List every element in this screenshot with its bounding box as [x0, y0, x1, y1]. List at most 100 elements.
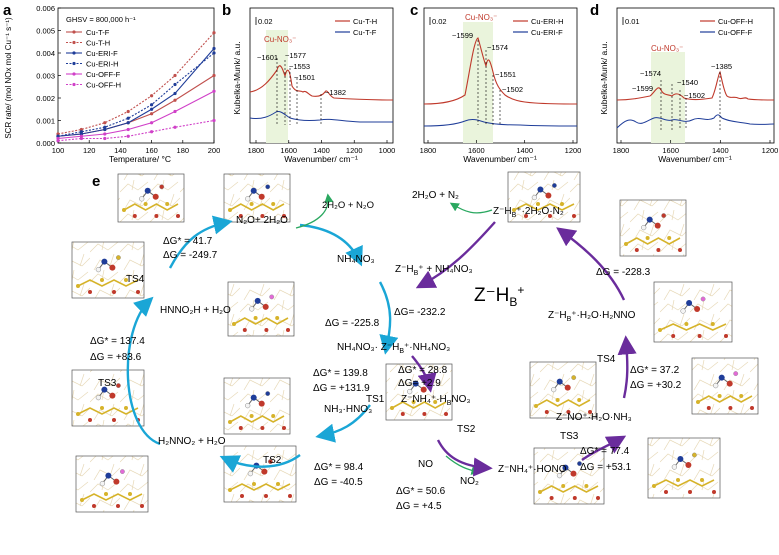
x-tick-label: 1400	[712, 146, 729, 155]
spectrum-cu-off-h	[616, 70, 775, 101]
y-tick-label-a: 0.006	[36, 4, 55, 13]
panel-letter-c: c	[410, 2, 418, 19]
energy-ts2-left-b: ΔG = -40.5	[314, 477, 363, 488]
data-point	[79, 127, 83, 132]
energy-ts3-left-b: ΔG = +83.6	[90, 352, 142, 363]
peak-label-c-4: ~1502	[502, 85, 523, 94]
arrow-purple-bottom-right	[581, 435, 627, 461]
x-tick-label-a: 200	[208, 146, 221, 155]
energy-ts4-left-a: ΔG* = 41.7	[163, 236, 213, 247]
peak-label-b-1: ~1601	[257, 53, 278, 62]
y-tick-label-a: 0.002	[36, 94, 55, 103]
spectrum-cu-t-h	[249, 65, 394, 101]
arrow-cyan-bottom-right	[315, 404, 371, 443]
energy-hb-a: ΔG* = 28.8	[398, 365, 448, 376]
energy-ts4-right-a: ΔG* = 37.2	[630, 365, 680, 376]
peak-label-b-3: ~1553	[289, 62, 310, 71]
scale-bar-b: 0.02	[258, 17, 273, 26]
cu-nitrate-tag-b: Cu-NO₃⁻	[264, 35, 296, 44]
legend-label-a: Cu-T-H	[86, 39, 110, 48]
legend-c-2: Cu-ERI-F	[531, 28, 563, 37]
arrow-cyan-bottom	[219, 454, 301, 473]
legend-marker-a	[72, 72, 76, 76]
scale-bar-d: 0.01	[625, 17, 640, 26]
panel-a: a 0.000 0.001 0.002 0.003 0.004 0.005 0.006 10…	[3, 2, 220, 164]
ts-labels: TS4 TS3 TS1 TS2 TS2 TS3 TS4	[98, 274, 616, 466]
label-no: NO	[418, 459, 433, 470]
molecule-snapshot	[117, 173, 185, 223]
data-point	[103, 121, 107, 125]
x-tick-label-a: 160	[145, 146, 158, 155]
label-z-nh4no3: NH₄NO₃· Z⁻HB⁺·NH₄NO₃	[337, 342, 450, 355]
species-labels: N₂O+ 2H₂O 2H₂O + N₂O NH₄NO₃ NH₄NO₃· Z⁻HB…	[158, 190, 636, 487]
x-axis-label-d: Wavenumber/ cm⁻¹	[658, 154, 732, 164]
data-point	[173, 82, 177, 87]
legend-marker-a	[72, 30, 76, 34]
panel-letter-e: e	[92, 173, 100, 190]
data-point	[150, 103, 154, 107]
energy-ts2-right-a: ΔG* = 50.6	[396, 486, 446, 497]
molecule-snapshot	[223, 173, 291, 223]
data-point	[79, 136, 83, 141]
data-point	[212, 89, 216, 93]
energy-ts3-right-a: ΔG* = 77.4	[580, 446, 630, 457]
molecule-snapshot	[75, 455, 149, 513]
molecule-snapshot	[227, 281, 295, 337]
x-tick-label: 1800	[613, 146, 630, 155]
arrow-purple-top-right	[556, 227, 626, 301]
x-tick-label: 1800	[248, 146, 265, 155]
molecule-snapshot	[223, 377, 291, 435]
x-axis-label-b: Wavenumber/ cm⁻¹	[284, 154, 358, 164]
arrow-cyan-top-left	[168, 215, 233, 269]
molecule-snapshot	[533, 447, 605, 505]
data-point	[212, 118, 216, 123]
panel-e: e Z⁻HB+ N₂O+ 2H₂O 2H₂O + N₂O NH₄NO₃ NH₄N…	[71, 171, 759, 513]
center-label: Z⁻HB+	[474, 283, 524, 309]
arrow-cyan-right	[378, 281, 399, 355]
x-tick-label-a: 100	[52, 146, 65, 155]
series-line-cu-eri-f	[57, 48, 215, 137]
peak-label-c-3: ~1551	[495, 70, 516, 79]
legend-d-2: Cu-OFF-F	[718, 28, 753, 37]
x-axis-ticks-a: 100 120 140 160 180 200	[52, 140, 221, 155]
plot-frame-c	[423, 7, 578, 144]
data-point	[150, 112, 154, 116]
arrow-cyan-left	[126, 296, 161, 446]
cu-nitrate-tag-c: Cu-NO₃⁻	[465, 13, 497, 22]
y-axis-label-b: Kubelka-Munk/ a.u.	[232, 41, 242, 114]
spectrum-cu-t-f	[249, 111, 393, 123]
data-point	[173, 73, 177, 78]
x-axis-ticks-c: 1800 1600 1400 1200	[420, 140, 581, 155]
series-line-cu-eri-h	[57, 52, 215, 137]
arrow-purple-top	[415, 221, 496, 289]
y-tick-label-a: 0.005	[36, 27, 55, 36]
arrow-cyan-top-right	[299, 223, 363, 267]
ts2-left-label: TS2	[263, 455, 282, 466]
label-zh-add-nh4no3: Z⁻HB⁺ + NH₄NO₃	[395, 264, 473, 277]
scale-bar-c: 0.02	[432, 17, 447, 26]
label-no2: NO₂	[460, 476, 479, 487]
x-tick-label: 1800	[420, 146, 437, 155]
data-point	[150, 94, 154, 98]
label-z-h2o-h2nno: Z⁻HB⁺·H₂O·H₂NNO	[548, 310, 636, 323]
arrow-purple-left	[411, 355, 437, 393]
data-point	[103, 136, 107, 141]
y-axis-ticks-a: 0.000 0.001 0.002 0.003 0.004 0.005 0.006	[36, 4, 61, 148]
legend-a: Cu-T-F Cu-T-HCu-ERI-F Cu-ERI-HCu-OFF-F Cu-O…	[66, 28, 121, 90]
peak-label-d-2: ~1599	[632, 84, 653, 93]
peak-label-b-2: ~1577	[285, 51, 306, 60]
x-tick-label: 1200	[346, 146, 363, 155]
peak-label-b-4: ~1501	[294, 73, 315, 82]
legend-b-2: Cu-T-F	[353, 28, 377, 37]
data-point	[212, 46, 216, 51]
panel-letter-b: b	[222, 2, 231, 19]
ts3-right-label: TS3	[560, 431, 579, 442]
ts4-right-label: TS4	[597, 354, 616, 365]
molecule-snapshot	[647, 437, 721, 499]
data-point	[150, 130, 154, 134]
molecule-snapshot	[691, 357, 759, 415]
ts2-right-label: TS2	[457, 424, 476, 435]
legend-label-a: Cu-T-F	[86, 28, 110, 37]
data-point	[212, 51, 216, 55]
data-point	[56, 136, 60, 141]
